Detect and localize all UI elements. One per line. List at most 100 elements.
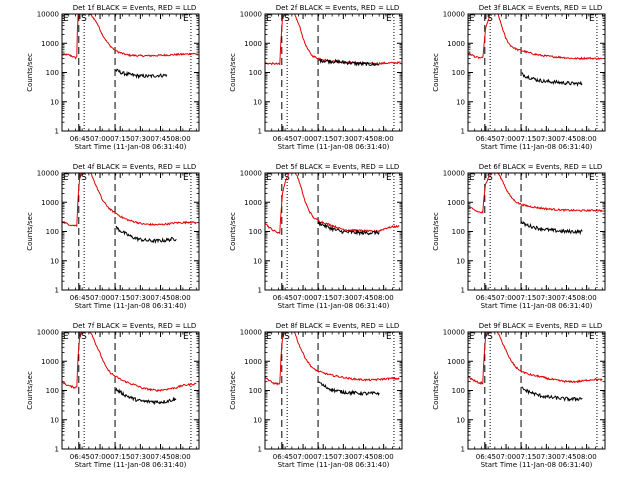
events-series-line: [318, 221, 380, 237]
x-tick-label: 07:15: [516, 453, 536, 461]
chart-title: Det 3f BLACK = Events, RED = LLD: [479, 4, 602, 12]
y-tick-label: 100: [46, 228, 59, 236]
y-tick-label: 10: [50, 416, 59, 424]
x-tick-label: 06:45: [70, 135, 90, 143]
marker-label-start: E: [266, 332, 272, 342]
events-series-line: [115, 68, 168, 80]
x-tick-label: 07:30: [130, 453, 150, 461]
marker-label-start: E: [266, 173, 272, 183]
y-tick-label: 10: [253, 257, 262, 265]
x-axis-label: Start Time (11-Jan-08 06:31:40): [75, 302, 187, 310]
x-tick-label: 06:45: [273, 453, 293, 461]
x-tick-label: 07:30: [536, 453, 556, 461]
x-tick-label: 07:45: [556, 294, 576, 302]
lld-series-line: [468, 173, 603, 214]
x-axis-label: Start Time (11-Jan-08 06:31:40): [481, 302, 593, 310]
y-tick-label: 1: [461, 287, 465, 295]
y-tick-label: 100: [452, 228, 465, 236]
chart-title: Det 9f BLACK = Events, RED = LLD: [479, 322, 602, 330]
x-tick-label: 07:45: [556, 453, 576, 461]
x-tick-label: 06:45: [476, 294, 496, 302]
x-tick-label: 08:00: [577, 453, 597, 461]
x-tick-label: 07:45: [150, 135, 170, 143]
chart-title: Det 5f BLACK = Events, RED = LLD: [276, 163, 399, 171]
x-axis-label: Start Time (11-Jan-08 06:31:40): [481, 143, 593, 151]
y-tick-label: 1: [55, 446, 59, 454]
x-tick-label: 07:45: [353, 294, 373, 302]
y-tick-label: 10000: [443, 11, 465, 19]
x-tick-label: 07:30: [536, 135, 556, 143]
events-series-line: [318, 381, 380, 397]
y-tick-label: 10000: [240, 170, 262, 178]
y-tick-label: 10000: [37, 11, 59, 19]
marker-label-s: S: [81, 14, 87, 24]
y-tick-label: 100: [452, 387, 465, 395]
x-tick-label: 06:45: [273, 135, 293, 143]
chart-title: Det 8f BLACK = Events, RED = LLD: [276, 322, 399, 330]
marker-label-end: E: [386, 332, 392, 342]
x-tick-label: 07:00: [496, 453, 516, 461]
y-tick-label: 100: [249, 387, 262, 395]
x-tick-label: 08:00: [374, 294, 394, 302]
chart-title: Det 2f BLACK = Events, RED = LLD: [276, 4, 399, 12]
marker-label-end: E: [183, 332, 189, 342]
lld-series-line: [468, 14, 603, 61]
chart-panel-8: Det 8f BLACK = Events, RED = LLD E S E 1 10 10…: [229, 322, 403, 469]
marker-label-end: E: [183, 173, 189, 183]
chart-panel-1: Det 1f BLACK = Events, RED = LLD E S E 1 10 10…: [26, 4, 200, 151]
y-axis-label: Counts/sec: [229, 371, 237, 410]
events-series-line: [115, 387, 177, 406]
y-tick-label: 100: [46, 387, 59, 395]
marker-label-s: S: [81, 332, 87, 342]
marker-label-s: S: [487, 14, 493, 24]
x-tick-label: 07:30: [333, 294, 353, 302]
y-tick-label: 10: [456, 416, 465, 424]
x-tick-label: 07:00: [496, 294, 516, 302]
x-tick-label: 07:00: [90, 453, 110, 461]
y-axis-label: Counts/sec: [432, 371, 440, 410]
marker-label-s: S: [284, 14, 290, 24]
marker-label-start: E: [469, 14, 475, 24]
y-tick-label: 1: [258, 446, 262, 454]
y-tick-label: 1000: [41, 199, 59, 207]
chart-panel-3: Det 3f BLACK = Events, RED = LLD E S E 1 10 10…: [432, 4, 606, 151]
x-tick-label: 07:00: [293, 294, 313, 302]
y-tick-label: 10: [456, 257, 465, 265]
x-tick-label: 07:30: [333, 453, 353, 461]
marker-label-start: E: [266, 14, 272, 24]
y-axis-label: Counts/sec: [26, 371, 34, 410]
y-tick-label: 10: [456, 98, 465, 106]
x-tick-label: 07:15: [313, 294, 333, 302]
marker-label-end: E: [386, 14, 392, 24]
y-tick-label: 10000: [443, 329, 465, 337]
x-tick-label: 08:00: [374, 135, 394, 143]
y-axis-label: Counts/sec: [229, 53, 237, 92]
x-tick-label: 07:45: [556, 135, 576, 143]
x-tick-label: 08:00: [374, 453, 394, 461]
chart-panel-4: Det 4f BLACK = Events, RED = LLD E S E 1 10 10…: [26, 163, 200, 310]
y-tick-label: 10000: [37, 170, 59, 178]
events-series-line: [521, 386, 583, 403]
x-tick-label: 06:45: [70, 294, 90, 302]
y-tick-label: 1: [461, 446, 465, 454]
y-tick-label: 10: [50, 257, 59, 265]
x-tick-label: 07:45: [150, 453, 170, 461]
events-series-line: [521, 72, 583, 87]
marker-label-start: E: [469, 332, 475, 342]
x-axis-label: Start Time (11-Jan-08 06:31:40): [75, 461, 187, 469]
y-axis-label: Counts/sec: [26, 212, 34, 251]
marker-label-start: E: [63, 14, 69, 24]
y-tick-label: 1000: [447, 358, 465, 366]
x-tick-label: 06:45: [70, 453, 90, 461]
x-tick-label: 07:45: [353, 135, 373, 143]
x-tick-label: 07:30: [130, 135, 150, 143]
lld-series-line: [265, 332, 400, 386]
x-tick-label: 08:00: [577, 294, 597, 302]
y-tick-label: 100: [249, 228, 262, 236]
lld-series-line: [468, 332, 603, 386]
y-tick-label: 1: [258, 287, 262, 295]
marker-label-start: E: [63, 173, 69, 183]
y-axis-label: Counts/sec: [432, 53, 440, 92]
